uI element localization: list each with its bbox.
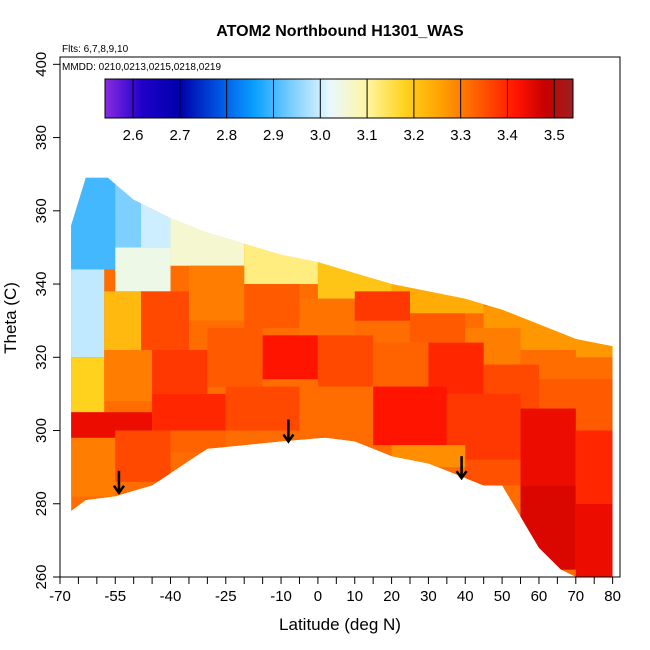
- heatmap-cell: [104, 291, 142, 358]
- x-tick-label: 80: [604, 588, 621, 605]
- heatmap-cell: [71, 437, 116, 497]
- heatmap-cell: [373, 386, 447, 446]
- x-tick-label: 20: [383, 588, 400, 605]
- heatmap-cell: [575, 503, 613, 577]
- heatmap-cell: [170, 210, 245, 266]
- heatmap-cell: [170, 430, 226, 453]
- y-tick-label: 400: [33, 52, 50, 77]
- colorbar-tick-label: 2.9: [263, 127, 284, 144]
- y-axis-title: Theta (C): [1, 282, 20, 354]
- heatmap-cell: [71, 269, 105, 358]
- heatmap-cell: [207, 327, 263, 387]
- y-tick-label: 340: [33, 272, 50, 297]
- heatmap-cell: [141, 203, 171, 248]
- heatmap-cell: [71, 177, 116, 270]
- heatmap-cell: [115, 181, 142, 248]
- colorbar-rect: [104, 78, 574, 119]
- heatmap-cell: [520, 485, 576, 570]
- plot-area: [59, 56, 621, 578]
- x-tick-label: 50: [494, 588, 511, 605]
- colorbar-ticks: 2.6 2.7 2.8 2.9 3.0 3.1 3.2 3.3 3.4 3.5: [123, 79, 565, 144]
- heatmap-cell: [188, 265, 245, 321]
- heatmap-cell: [152, 393, 226, 431]
- x-axis-title: Latitude (deg N): [279, 615, 401, 634]
- colorbar-tick-label: 3.4: [497, 127, 518, 144]
- colorbar: 2.6 2.7 2.8 2.9 3.0 3.1 3.2 3.3 3.4 3.5: [104, 78, 574, 144]
- heatmap-cell: [373, 342, 429, 387]
- y-tick-label: 300: [33, 418, 50, 443]
- colorbar-tick-label: 3.5: [544, 127, 565, 144]
- heatmap-cell: [520, 408, 576, 486]
- plot-frame: [59, 56, 621, 578]
- dates-note: MMDD: 0210,0213,0215,0218,0219: [62, 62, 221, 73]
- heatmap-cell: [71, 357, 105, 413]
- heatmap-cell: [391, 445, 466, 468]
- heatmap-cell: [104, 349, 153, 402]
- colorbar-tick-label: 3.0: [310, 127, 331, 144]
- y-tick-label: 320: [33, 345, 50, 370]
- colorbar-tick-label: 3.1: [357, 127, 378, 144]
- heatmap-cell: [141, 291, 189, 350]
- y-tick-label: 380: [33, 125, 50, 150]
- colorbar-tick-label: 2.7: [169, 127, 190, 144]
- heatmap-cell: [244, 240, 318, 285]
- colorbar-tick-label: 3.3: [450, 127, 471, 144]
- arrow-marker: [455, 456, 468, 481]
- x-tick-label: -55: [104, 588, 126, 605]
- colorbar-tick-label: 3.2: [403, 127, 424, 144]
- heatmap-cell: [299, 298, 355, 336]
- heatmap-cell: [410, 313, 466, 343]
- x-tick-label: 30: [420, 588, 437, 605]
- arrow-marker: [112, 470, 125, 495]
- heatmap-cell: [244, 284, 300, 328]
- x-tick-label: -40: [160, 588, 182, 605]
- y-tick-label: 360: [33, 198, 50, 223]
- x-tick-label: -70: [49, 588, 71, 605]
- x-tick-label: 60: [531, 588, 548, 605]
- arrows: [112, 419, 468, 495]
- heatmap-cell: [262, 335, 318, 380]
- arrow-marker: [282, 419, 295, 444]
- heatmap-cell: [428, 342, 484, 394]
- x-tick-label: 40: [457, 588, 474, 605]
- x-tick-label: 0: [314, 588, 322, 605]
- heatmap-cell: [575, 430, 613, 504]
- flights-note: Flts: 6,7,8,9,10: [62, 44, 129, 55]
- heatmap-cell: [465, 459, 521, 486]
- y-tick-label: 260: [33, 564, 50, 589]
- chart-title: ATOM2 Northbound H1301_WAS: [216, 23, 464, 40]
- heatmap-cell: [115, 430, 171, 482]
- x-tick-label: 70: [567, 588, 584, 605]
- heatmap-cell: [354, 291, 410, 321]
- x-tick-label: -25: [215, 588, 237, 605]
- colorbar-tick-label: 2.8: [216, 127, 237, 144]
- heatmap-cell: [317, 335, 374, 387]
- heatmap-cell: [115, 247, 171, 292]
- heatmap-cells: [71, 177, 613, 578]
- heatmap-cell: [299, 386, 374, 438]
- x-tick-label: -10: [270, 588, 292, 605]
- heatmap-cell: [152, 349, 208, 394]
- x-tick-label: 10: [346, 588, 363, 605]
- y-axis: 260 280 300 320 340 360 380 400: [33, 52, 60, 590]
- colorbar-tick-label: 2.6: [123, 127, 144, 144]
- y-tick-label: 280: [33, 491, 50, 516]
- x-axis: -70 -55 -40 -25 -10 0 10 20 30 40 50 60 70 80: [49, 577, 621, 605]
